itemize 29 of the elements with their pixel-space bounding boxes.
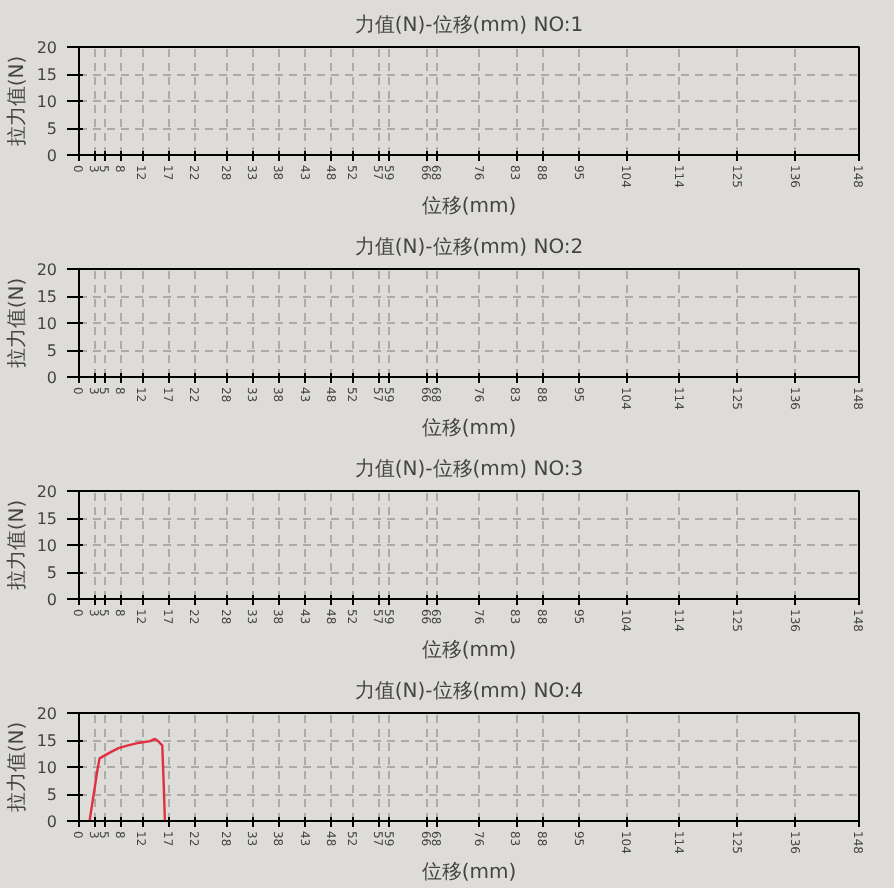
y-tick-label: 5	[46, 342, 58, 360]
y-tick-label: 20	[36, 705, 58, 723]
line-series	[88, 737, 167, 821]
y-tick-label: 10	[36, 759, 58, 777]
x-axis-title: 位移(mm)	[421, 637, 517, 662]
y-axis-title: 拉力值(N)	[4, 55, 29, 147]
x-axis-title: 位移(mm)	[421, 415, 517, 440]
y-axis-title: 拉力值(N)	[4, 721, 29, 813]
x-axis-title: 位移(mm)	[421, 859, 517, 884]
y-tick-label: 15	[36, 732, 58, 750]
y-tick-label: 20	[36, 261, 58, 279]
y-tick-label: 10	[36, 537, 58, 555]
chart-title: 力值(N)-位移(mm) NO:4	[354, 679, 584, 703]
chart-title: 力值(N)-位移(mm) NO:1	[354, 13, 584, 37]
y-tick-label: 5	[46, 120, 58, 138]
y-tick-label: 10	[36, 93, 58, 111]
y-tick-label: 20	[36, 483, 58, 501]
x-axis-title: 位移(mm)	[421, 193, 517, 218]
y-tick-label: 5	[46, 786, 58, 804]
y-tick-label: 15	[36, 510, 58, 528]
y-tick-label: 20	[36, 39, 58, 57]
y-axis-title: 拉力值(N)	[4, 499, 29, 591]
y-tick-label: 15	[36, 288, 58, 306]
y-axis-title: 拉力值(N)	[4, 277, 29, 369]
y-tick-label: 10	[36, 315, 58, 333]
y-tick-label: 5	[46, 564, 58, 582]
y-tick-label: 15	[36, 66, 58, 84]
chart-title: 力值(N)-位移(mm) NO:3	[354, 457, 584, 481]
chart-title: 力值(N)-位移(mm) NO:2	[354, 235, 584, 259]
